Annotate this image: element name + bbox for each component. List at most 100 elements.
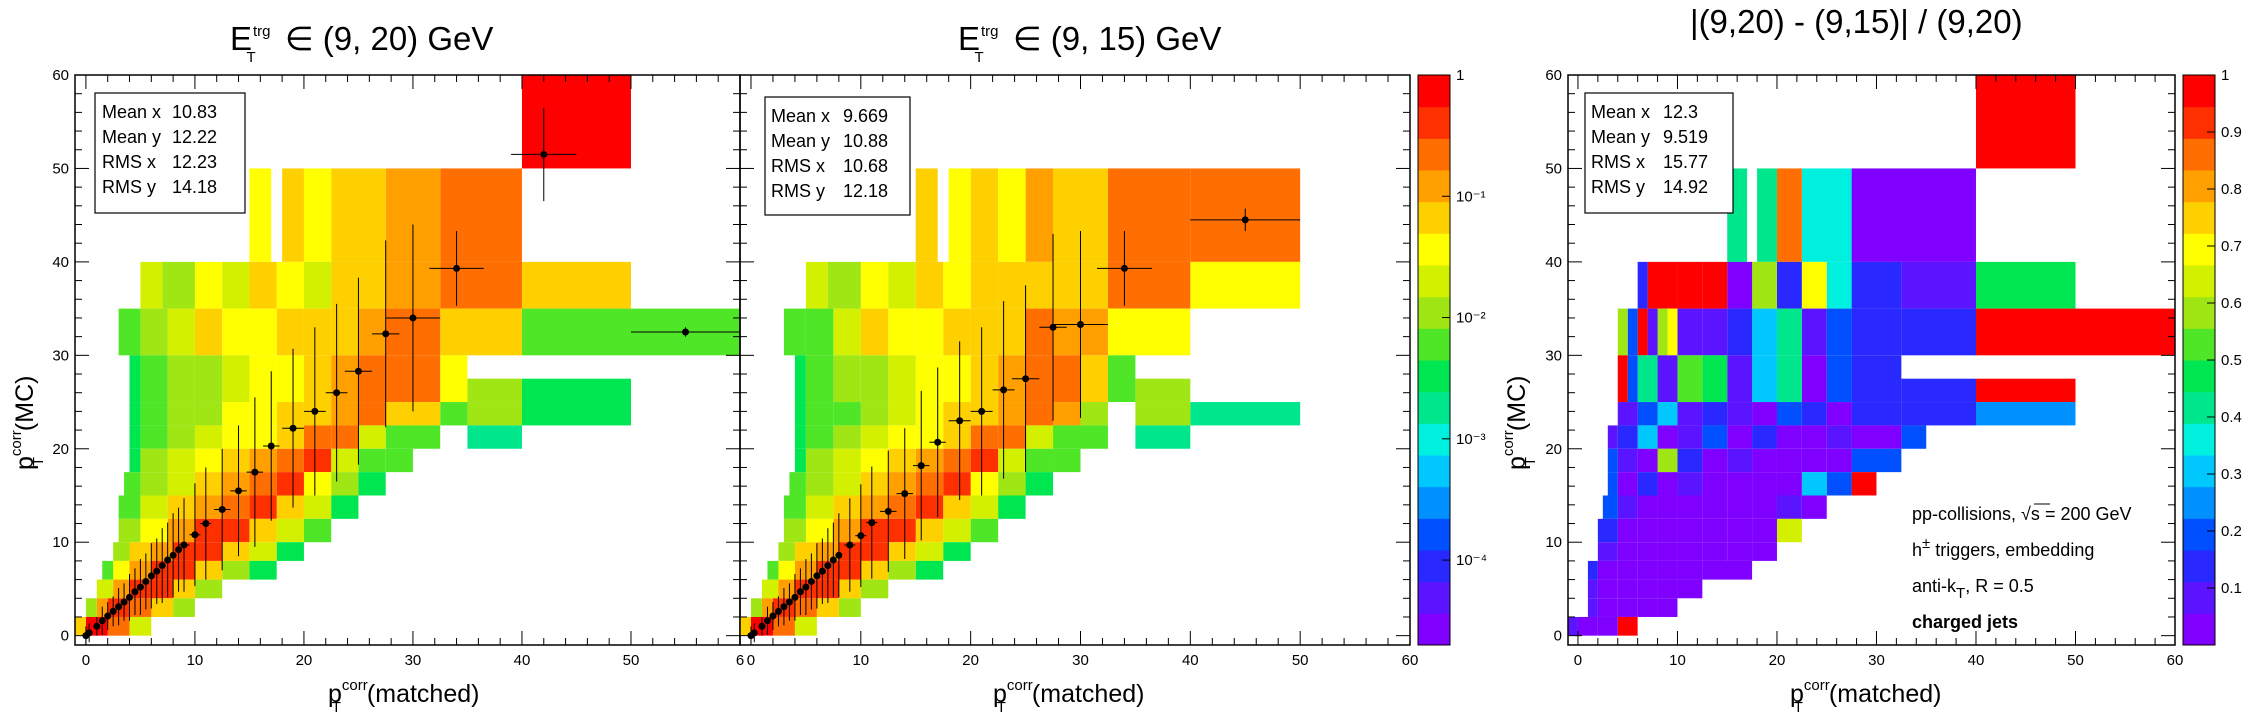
heatmap-cell [1901,402,1976,426]
heatmap-cell [794,616,817,636]
heatmap-cell [276,355,304,403]
heatmap-cell [998,402,1026,426]
heatmap-cell [943,425,971,449]
heatmap-cell [194,518,223,543]
heatmap-cell [1607,448,1618,473]
heatmap-cell [888,402,916,426]
y-tick-label: 60 [52,67,69,84]
heatmap-cell [331,168,386,262]
heatmap-cell [794,402,806,426]
heatmap-cell [1568,616,1578,636]
y-tick-label: 40 [52,254,69,271]
heatmap-cell [1637,598,1658,617]
heatmap-cell [1657,579,1678,599]
y-tick-label: 0 [61,628,69,645]
heatmap-cell [888,261,916,309]
heatmap-cell [303,261,332,309]
heatmap-cell [1702,355,1728,403]
heatmap-cell [1637,355,1658,403]
heatmap-cell [276,542,304,561]
heatmap-cell [970,355,999,403]
heatmap-cell [249,308,277,356]
heatmap-cell [276,472,304,496]
x-tick-label: 30 [1868,652,1885,669]
heatmap-cell [750,598,762,617]
heatmap-cell [1617,308,1628,356]
stat-label: RMS x [1591,152,1645,172]
heatmap-cell [943,448,971,473]
heatmap-cell [1607,425,1618,449]
heatmap-cell [521,75,631,169]
x-tick-label: 60 [1402,652,1419,669]
colorbar-swatch [1418,233,1450,266]
heatmap-cell [222,495,250,519]
heatmap-cell [249,542,277,561]
heatmap-cell [222,542,250,561]
profile-point [929,367,946,517]
heatmap-cell [915,495,944,519]
heatmap-cell [783,308,806,356]
profile-point [774,596,782,627]
heatmap-cell [167,518,195,543]
heatmap-cell [129,616,152,636]
heatmap-cell [1657,355,1678,403]
heatmap-cell [1637,448,1658,473]
heatmap-cell [794,425,806,449]
heatmap-cell [970,168,999,262]
heatmap-cell [1826,472,1852,496]
heatmap-cell [1776,518,1802,543]
heatmap-cell [1617,448,1638,473]
heatmap-cell [1617,518,1638,543]
heatmap-cell [1053,355,1081,403]
profile-point [325,303,348,482]
colorbar-swatch [2183,455,2215,488]
panel-2-colorbar: 1 10⁻¹ 10⁻² 10⁻³ 10⁻⁴ [1417,67,1487,646]
profile-point [189,483,201,587]
panel-2-frame [739,74,1411,646]
stat-label: RMS y [771,181,825,201]
profile-point [131,568,139,616]
profile-point [758,616,766,636]
heatmap-cell [1851,308,1902,356]
heatmap-cell [794,355,806,403]
profile-point [912,390,930,541]
stat-value: 10.83 [172,102,217,122]
stat-value: 9.669 [843,106,888,126]
panel-3-heatmap [1568,75,2175,636]
heatmap-cell [1975,378,2076,403]
heatmap-cell [943,472,971,496]
heatmap-cell [331,308,359,356]
heatmap-cell [113,542,130,561]
heatmap-cell [276,261,304,309]
heatmap-cell [358,425,386,449]
heatmap-cell [385,355,413,403]
profile-point [126,573,134,621]
heatmap-cell [194,472,223,496]
heatmap-cell [860,425,889,449]
heatmap-cell [249,355,277,403]
colorbar-tick-label: 0.4 [2221,409,2242,426]
heatmap-cell [915,472,944,496]
heatmap-cell [860,308,889,356]
profile-point [630,327,740,337]
heatmap-cell [970,308,999,356]
profile-point [844,498,856,592]
profile-point [263,371,280,521]
panel-2: Etrg T ∈ (9, 15) GeV 0 10 20 30 40 50 60 Mean x… [739,20,1487,716]
heatmap-cell [1637,402,1658,426]
heatmap-cell [805,425,834,449]
heatmap-cell [1025,308,1054,356]
colorbar-swatch [1418,201,1450,234]
heatmap-cell [1190,402,1301,426]
heatmap-cell [915,308,944,356]
heatmap-cell [805,355,834,403]
profile-point [813,543,821,609]
annotation-charged-jets: charged jets [1912,612,2018,632]
heatmap-cell [194,355,223,403]
x-tick-label: 10 [187,652,204,669]
profile-point [153,538,161,604]
heatmap-cell [129,542,152,561]
heatmap-cell [194,579,223,599]
heatmap-cell [222,560,250,580]
heatmap-cell [1727,425,1753,449]
